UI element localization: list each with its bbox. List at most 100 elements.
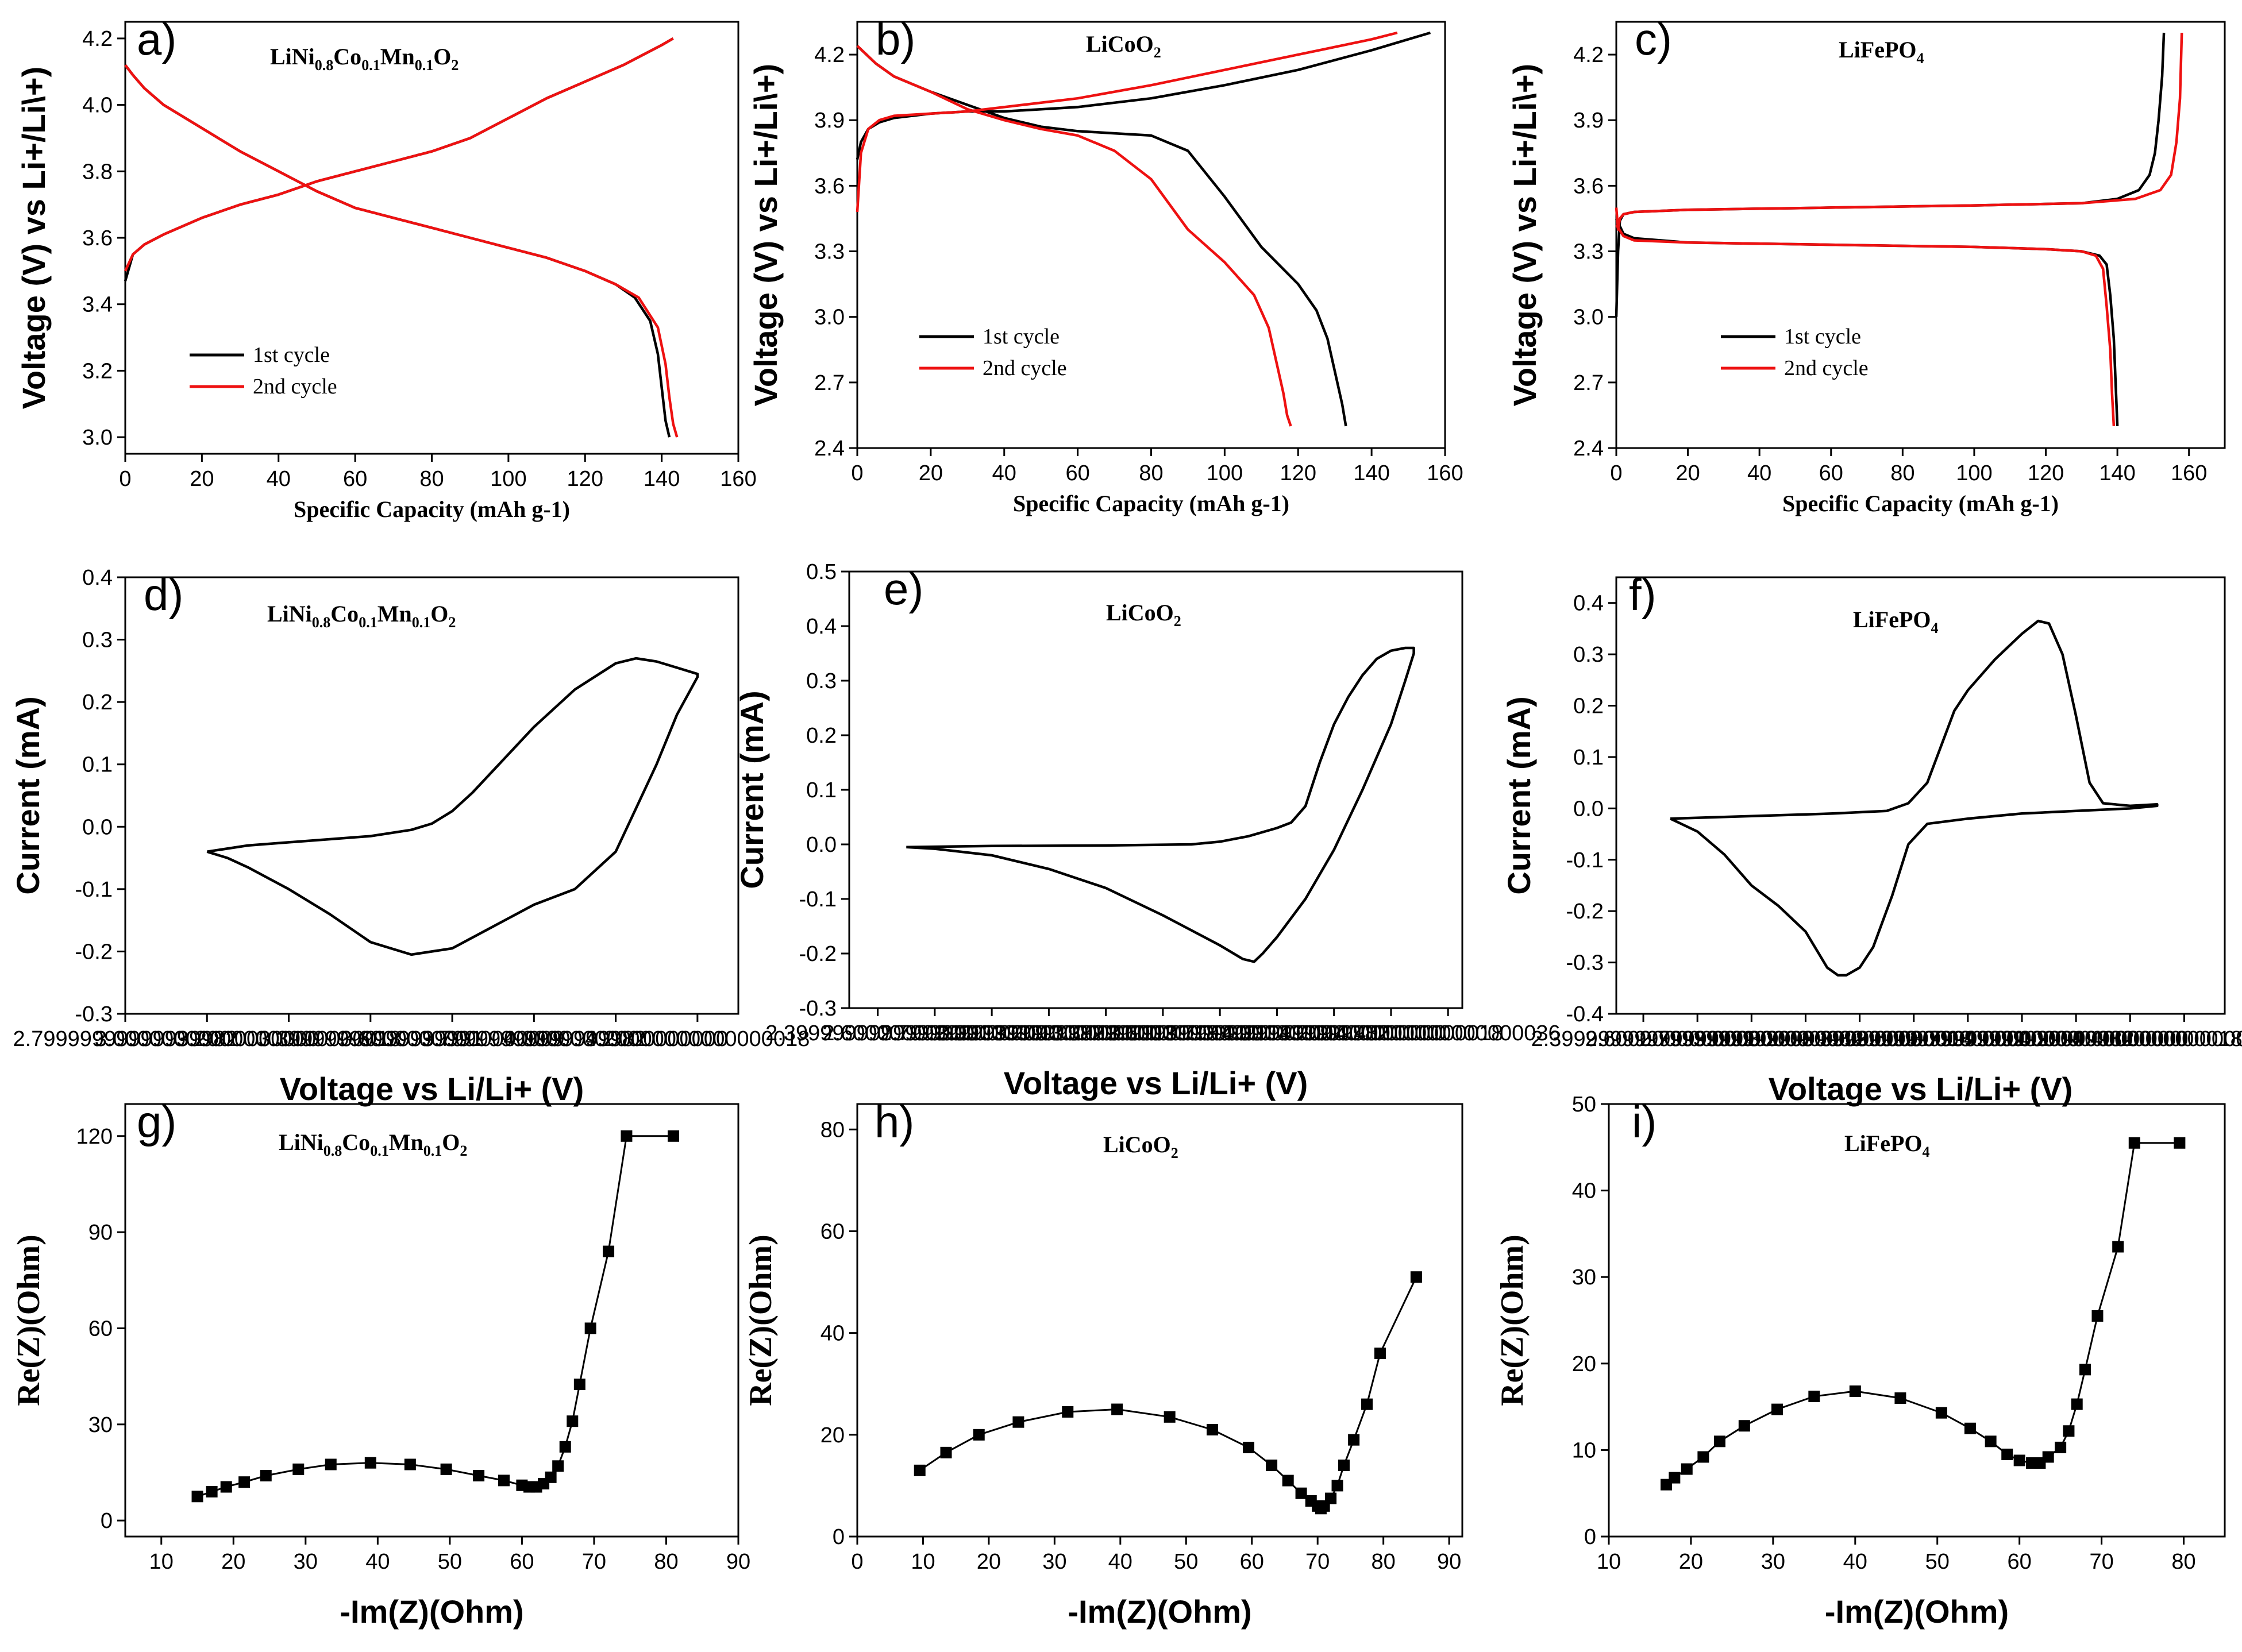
x-tick-label: 2.39999999999999991	[765, 1021, 990, 1045]
y-tick-label: 0.2	[82, 690, 113, 715]
panel-label: f)	[1629, 569, 1657, 620]
plot-frame	[848, 570, 1463, 1009]
chart-panel-g: 10 20 30 40 50 60 70 80 90 0 30 60 90 120 -Im(Z)(Ohm) R…	[11, 1097, 750, 1630]
x-axis-label: Specific Capacity (mAh g-1)	[294, 496, 570, 522]
data-point	[1410, 1271, 1422, 1283]
data-point	[1361, 1398, 1373, 1410]
data-point	[1282, 1475, 1294, 1487]
plot-frame	[124, 1103, 739, 1538]
y-tick-label: 3.9	[814, 109, 845, 133]
data-point	[2055, 1441, 2067, 1453]
x-tick-label: 140	[2099, 461, 2135, 485]
x-tick-label: 80	[1372, 1550, 1396, 1574]
y-tick-label: 2.4	[814, 437, 845, 461]
panel-label: i)	[1632, 1097, 1657, 1147]
data-point	[1331, 1480, 1343, 1492]
y-axis-label: Re(Z)(Ohm)	[1494, 1234, 1530, 1406]
data-point	[545, 1471, 557, 1483]
panel-label: d)	[144, 569, 183, 620]
compound-subscript: 2	[448, 614, 456, 631]
y-axis-label: Re(Z)(Ohm)	[11, 1234, 47, 1406]
y-axis-label: Current (mA)	[734, 690, 770, 889]
x-tick-label: 80	[1139, 461, 1163, 485]
data-point	[1325, 1492, 1337, 1504]
data-point	[292, 1463, 305, 1475]
x-tick-label: 160	[2171, 461, 2207, 485]
y-tick-label: 90	[88, 1221, 113, 1245]
y-axis-label: Re(Z)(Ohm)	[743, 1234, 779, 1406]
compound-element: Co	[333, 44, 361, 70]
compound-element: Co	[330, 601, 359, 627]
y-tick-label: 0.0	[82, 815, 113, 839]
x-tick-label: 80	[2171, 1550, 2195, 1574]
compound-label: LiFePO4	[1853, 607, 1939, 636]
compound-subscript: 2	[1174, 613, 1181, 630]
x-tick-label: 50	[1174, 1550, 1198, 1574]
y-axis-label: Voltage (V) vs Li+/Li\+)	[1507, 64, 1543, 406]
y-tick-label: 3.6	[82, 226, 113, 250]
plot-frame	[1615, 576, 2226, 1015]
chart-panel-e: 2.399999999999999912.600000000000000092.…	[734, 560, 1561, 1101]
x-tick-label: 4.40000000000000036	[2072, 1027, 2242, 1051]
x-tick-label: 60	[1240, 1550, 1264, 1574]
y-axis-label: Voltage (V) vs Li+/Li\+)	[748, 64, 784, 406]
series-line	[919, 1276, 1417, 1510]
data-point	[621, 1130, 633, 1142]
series-line	[197, 1135, 673, 1497]
data-point	[603, 1245, 615, 1257]
data-point	[973, 1429, 985, 1441]
compound-label: LiFePO4	[1844, 1130, 1930, 1160]
data-point	[1295, 1487, 1307, 1499]
x-tick-label: 3.00000000000000000	[937, 1021, 1161, 1045]
panel-label: b)	[876, 14, 915, 64]
x-tick-label: 160	[1427, 461, 1463, 485]
compound-element: LiFePO	[1844, 1130, 1923, 1156]
x-tick-label: 60	[343, 467, 367, 491]
y-tick-label: 3.4	[82, 293, 113, 317]
y-tick-label: 50	[1572, 1093, 1596, 1117]
x-tick-label: 120	[567, 467, 603, 491]
y-tick-label: 0.4	[82, 566, 113, 590]
x-tick-label: 100	[1956, 461, 1992, 485]
x-tick-label: 3.20000000000000018	[1747, 1027, 1972, 1051]
data-point	[1713, 1435, 1725, 1448]
y-tick-label: 60	[88, 1317, 113, 1341]
data-point	[2091, 1310, 2104, 1322]
y-tick-label: 0.0	[1573, 797, 1604, 821]
x-tick-label: 100	[490, 467, 526, 491]
x-tick-label: 4.00000000000000000	[503, 1027, 728, 1051]
data-point	[220, 1481, 232, 1493]
x-tick-label: 4.00000000000000000	[1222, 1021, 1446, 1045]
y-tick-label: 0	[1584, 1525, 1596, 1549]
y-tick-label: 3.9	[1573, 109, 1604, 133]
data-point	[1062, 1406, 1074, 1418]
x-axis-label: Voltage vs Li/Li+ (V)	[1004, 1065, 1308, 1101]
x-tick-label: 4.20000000000000018	[585, 1027, 810, 1051]
x-tick-label: 140	[644, 467, 680, 491]
x-tick-label: 3.60000000000000009	[340, 1027, 565, 1051]
x-tick-label: 3.20000000000000018	[176, 1027, 401, 1051]
x-tick-label: 4.00000000000000000	[1964, 1027, 2189, 1051]
legend-entry: 2nd cycle	[1784, 356, 1869, 380]
x-tick-label: 20	[1679, 1550, 1703, 1574]
data-point	[1164, 1411, 1176, 1423]
y-tick-label: 30	[88, 1413, 113, 1437]
x-tick-label: 50	[1925, 1550, 1950, 1574]
y-tick-label: 60	[820, 1219, 845, 1244]
data-point	[552, 1460, 564, 1472]
series-line	[124, 64, 671, 438]
data-point	[1012, 1416, 1024, 1428]
compound-element: Mn	[377, 601, 412, 627]
x-tick-label: 70	[2089, 1550, 2113, 1574]
compound-subscript: 4	[1917, 50, 1924, 67]
y-tick-label: 2.7	[814, 371, 845, 395]
x-tick-label: 3.79999999999999982	[1165, 1021, 1389, 1045]
x-tick-label: 3.60000000000000009	[1108, 1021, 1332, 1045]
x-axis-label: -Im(Z)(Ohm)	[1825, 1593, 2009, 1630]
compound-element: LiNi	[267, 601, 312, 627]
y-tick-label: 20	[820, 1423, 845, 1448]
data-point	[260, 1470, 272, 1482]
data-point	[584, 1322, 596, 1334]
x-tick-label: 3.00000000000000000	[1693, 1027, 1918, 1051]
